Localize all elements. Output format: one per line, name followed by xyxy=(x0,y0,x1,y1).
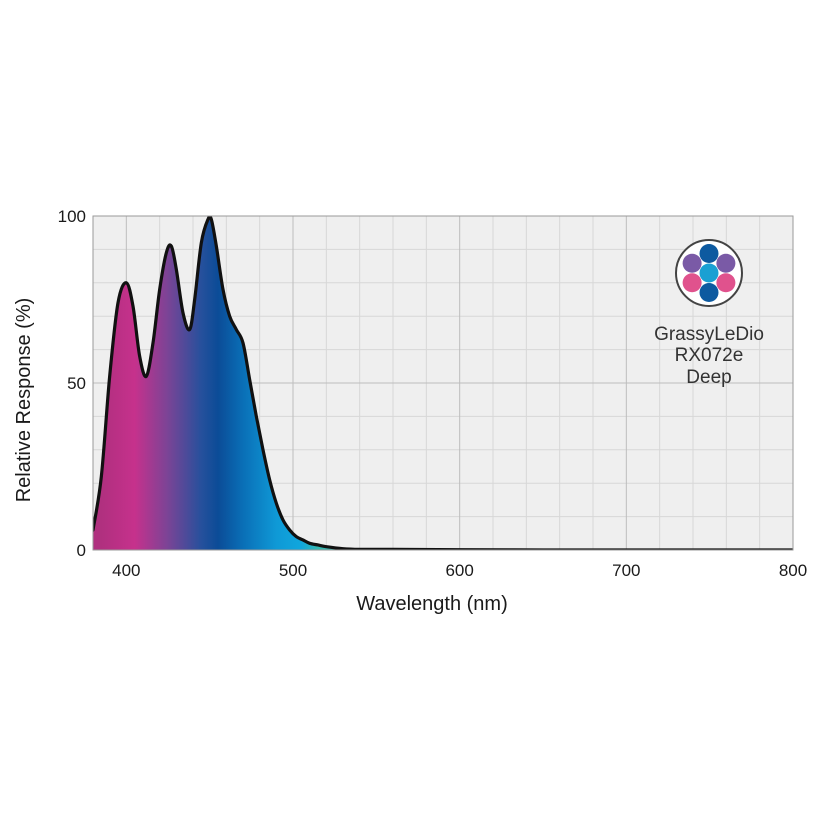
spectrum-area xyxy=(93,216,793,550)
led-cluster-icon xyxy=(675,239,743,307)
x-tick-label: 500 xyxy=(279,561,307,580)
y-tick-label: 50 xyxy=(67,374,86,393)
x-tick-label: 700 xyxy=(612,561,640,580)
x-tick-label: 800 xyxy=(779,561,807,580)
led-dot-icon xyxy=(716,273,736,293)
legend-line-3: Deep xyxy=(686,367,731,388)
led-dot-icon xyxy=(699,263,719,283)
led-dot-icon xyxy=(699,283,719,302)
plot-frame xyxy=(92,215,794,551)
y-tick-label: 100 xyxy=(58,207,86,226)
legend-line-2: RX072e xyxy=(675,345,744,366)
led-dot-icon xyxy=(682,253,702,273)
x-axis-tick-labels: 400 500 600 700 800 xyxy=(112,561,807,580)
y-axis-title: Relative Response (%) xyxy=(13,298,35,503)
legend-line-1: GrassyLeDio xyxy=(654,324,764,345)
spectrum-curve xyxy=(93,216,793,550)
y-tick-label: 0 xyxy=(77,541,86,560)
legend: GrassyLeDio RX072e Deep xyxy=(654,239,764,388)
y-axis-tick-labels: 0 50 100 xyxy=(58,207,86,560)
x-axis-title: Wavelength (nm) xyxy=(356,593,508,615)
x-tick-label: 400 xyxy=(112,561,140,580)
led-dot-icon xyxy=(716,253,736,273)
led-dot-icon xyxy=(699,244,719,263)
x-tick-label: 600 xyxy=(445,561,473,580)
led-dot-icon xyxy=(682,273,702,293)
